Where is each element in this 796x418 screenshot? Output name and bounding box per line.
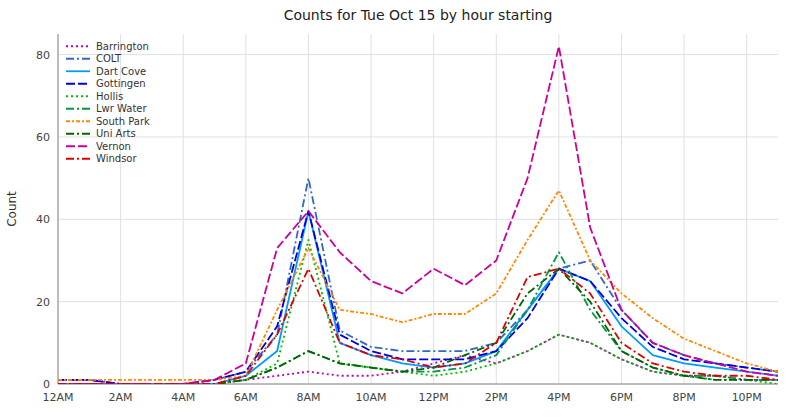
series-line <box>58 211 778 384</box>
x-grid-line <box>245 34 246 384</box>
x-grid-line <box>621 34 622 384</box>
chart: 0 20 40 60 80 12AM 2AM 4AM 6AM 8AM 10AM 12PM 2PM 4PM 6… <box>0 0 796 418</box>
series-line <box>58 211 778 384</box>
x-tick-label: 2AM <box>109 391 133 404</box>
y-grid-line <box>58 301 778 302</box>
legend-swatch <box>66 70 90 72</box>
x-tick-label: 8AM <box>296 391 320 404</box>
x-tick-label: 10PM <box>732 391 762 404</box>
y-axis-label: Count <box>5 191 19 227</box>
legend-label: Vernon <box>96 141 131 152</box>
x-tick-label: 6AM <box>234 391 258 404</box>
x-grid-line <box>58 34 59 384</box>
legend-label: Windsor <box>96 153 137 164</box>
legend-swatch <box>66 108 90 110</box>
background <box>0 0 796 418</box>
legend-swatch <box>66 45 90 47</box>
series-line <box>58 240 778 384</box>
legend-swatch <box>66 133 90 135</box>
x-tick-label: 10AM <box>356 391 387 404</box>
y-grid-line <box>58 54 778 55</box>
title: Counts for Tue Oct 15 by hour starting <box>284 7 553 23</box>
x-tick-label: 12PM <box>419 391 449 404</box>
legend-swatch <box>66 145 90 147</box>
x-tick-label: 2PM <box>485 391 508 404</box>
x-tick-label: 4PM <box>547 391 570 404</box>
legend-label: Dart Cove <box>96 66 146 77</box>
series-line <box>58 190 778 379</box>
x-grid-line <box>684 34 685 384</box>
y-tick-label: 80 <box>36 49 50 62</box>
x-tick-label: 8PM <box>673 391 696 404</box>
x-grid-line <box>558 34 559 384</box>
y-tick-label: 20 <box>36 296 50 309</box>
x-tick-label: 4AM <box>171 391 195 404</box>
series-line <box>58 269 778 384</box>
y-grid-line <box>58 136 778 137</box>
legend-swatch <box>66 120 90 122</box>
y-grid-line <box>58 219 778 220</box>
lines <box>58 46 778 384</box>
legend: BarringtonCOLT Dart CoveGottingen HollisLw… <box>66 41 150 165</box>
series-line <box>58 269 778 384</box>
x-grid-line <box>496 34 497 384</box>
series-line <box>58 252 778 384</box>
legend-swatch <box>66 58 90 60</box>
series-line <box>58 46 778 384</box>
y-tick-label: 0 <box>43 378 50 391</box>
x-grid-line <box>371 34 372 384</box>
x-grid-line <box>308 34 309 384</box>
legend-label: Gottingen <box>96 78 146 89</box>
legend-label: Hollis <box>96 91 123 102</box>
x-tick-label: 6PM <box>610 391 633 404</box>
legend-swatch <box>66 158 90 160</box>
x-grid-line <box>433 34 434 384</box>
legend-label: COLT <box>96 53 122 64</box>
legend-swatch <box>66 83 90 85</box>
legend-swatch <box>66 95 90 97</box>
y-axis-line <box>58 34 59 384</box>
x-grid-line <box>746 34 747 384</box>
y-tick-label: 40 <box>36 213 50 226</box>
legend-label: Uni Arts <box>96 128 136 139</box>
x-tick-label: 12AM <box>42 391 73 404</box>
y-tick-label: 60 <box>36 131 50 144</box>
grid <box>58 34 778 384</box>
x-grid-line <box>183 34 184 384</box>
legend-label: South Park <box>96 116 150 127</box>
legend-label: Barrington <box>96 41 149 52</box>
legend-label: Lwr Water <box>96 103 147 114</box>
